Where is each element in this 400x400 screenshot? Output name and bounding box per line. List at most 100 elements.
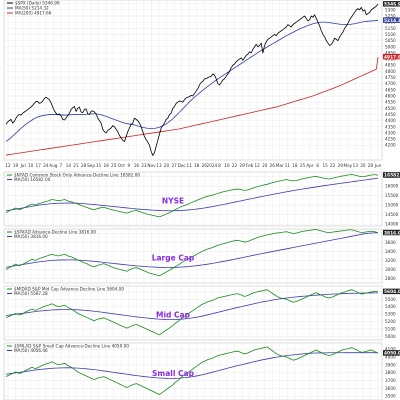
- price-panel-y-tick-label: 4750: [385, 75, 396, 80]
- x-axis-tick-label: 15: [322, 163, 328, 168]
- ma50-last-value-box: [383, 17, 400, 23]
- x-axis-tick-label: 22: [330, 163, 336, 168]
- x-axis-tick-label: 20: [262, 163, 268, 168]
- x-axis-tick-label: 11: [96, 163, 102, 168]
- price-legend-entry: $SPX (Daily) 5346.99: [15, 1, 60, 6]
- ma200-last-value-box: [383, 53, 400, 60]
- ma200-last-value-text: 4917.66: [384, 54, 400, 60]
- large-cap-panel-y-tick-label: 3600: [385, 240, 396, 245]
- price-panel-series-ma-200-: [5, 56, 379, 156]
- nyse-panel-frame: [3, 171, 383, 227]
- large-cap-last-value-text: 3816.00: [384, 230, 400, 236]
- small-cap-panel-y-tick-label: 4100: [385, 347, 396, 352]
- x-axis-tick-label: 9: [127, 163, 130, 168]
- price-panel-y-tick-label: 4850: [385, 63, 396, 68]
- x-axis-tick-label: 22: [232, 163, 238, 168]
- nyse-panel-y-tick-label: 14500: [385, 212, 399, 217]
- x-axis-tick-label: 25: [300, 163, 306, 168]
- x-axis-tick-label: 29: [338, 163, 344, 168]
- price-panel-y-tick-label: 5050: [385, 38, 396, 43]
- x-axis-tick-label: 18: [194, 163, 200, 168]
- price-panel-y-tick-label: 4650: [385, 87, 396, 92]
- x-axis-tick-label: 25: [111, 163, 117, 168]
- large-cap-legend-entry: $SPXAD Advance-Decline Line 3816.00: [14, 229, 96, 234]
- small-cap-panel-y-tick-label: 3900: [385, 362, 396, 367]
- mid-cap-panel-y-tick-label: 5500: [385, 297, 396, 302]
- nyse-legend-entry: $NYAD Common Stock Only Advance-Decline …: [14, 172, 140, 177]
- price-panel-y-tick-label: 4450: [385, 112, 396, 117]
- nyse-panel-y-tick-label: 15500: [385, 193, 399, 198]
- nyse-panel-y-tick-label: 14000: [385, 222, 399, 227]
- nyse-panel-y-tick-label: 15000: [385, 203, 399, 208]
- x-axis-tick-label: 19: [13, 163, 19, 168]
- price-panel-frame: [3, 0, 383, 161]
- x-axis-tick-label: 20: [164, 163, 170, 168]
- x-axis-tick-label: 18: [103, 163, 109, 168]
- price-panel-y-tick-label: 4400: [385, 118, 396, 123]
- small-cap-last-value-box: [383, 350, 400, 356]
- mid-cap-panel-y-tick-label: 5200: [385, 319, 396, 324]
- small-cap-panel-y-tick-label: 3800: [385, 370, 396, 375]
- x-axis-tick-label: 2024: [207, 163, 218, 168]
- small-cap-panel-frame: [3, 342, 383, 400]
- price-legend-entry: MA(200) 4917.66: [15, 11, 52, 16]
- x-axis-tick-label: 21: [73, 163, 79, 168]
- x-axis-tick-label: Aug: [49, 163, 58, 168]
- x-axis-tick-label: 24: [43, 163, 49, 168]
- x-axis-tick-label: 12: [5, 163, 11, 168]
- price-last-value-text: 5346.99: [384, 2, 400, 8]
- x-axis-tick-label: 26: [202, 163, 208, 168]
- small-cap-ad-line: [5, 346, 379, 395]
- large-cap-panel-y-tick-label: 2800: [385, 276, 396, 281]
- price-panel-y-tick-label: 4250: [385, 137, 396, 142]
- price-panel-y-tick-label: 4350: [385, 124, 396, 129]
- large-cap-panel-y-tick-label: 3000: [385, 267, 396, 272]
- nyse-legend-entry: MA(50) 16582.00: [14, 177, 51, 182]
- mid-cap-panel-y-tick-label: 5100: [385, 326, 396, 331]
- mid-cap-panel-title: Mid Cap: [156, 310, 191, 319]
- price-panel-y-tick-label: 4800: [385, 69, 396, 74]
- x-axis-tick-label: 13: [353, 163, 359, 168]
- mid-cap-ma-line: [5, 292, 378, 320]
- small-cap-panel-y-tick-label: 3500: [385, 394, 396, 399]
- price-panel-y-tick-label: 5000: [385, 44, 396, 49]
- price-panel-y-tick-label: 4550: [385, 100, 396, 105]
- large-cap-panel-y-tick-label: 3200: [385, 258, 396, 263]
- nyse-last-value-text: 16582.00: [384, 173, 400, 179]
- x-axis-tick-label: 11: [187, 163, 193, 168]
- price-panel-series--spx: [5, 3, 379, 156]
- mid-cap-last-value-text: 5604.00: [384, 289, 400, 295]
- x-axis-tick-label: 10: [28, 163, 34, 168]
- x-axis-tick-label: Sep: [87, 163, 95, 168]
- x-axis-tick-label: 16: [134, 163, 140, 168]
- x-axis-tick-label: 20: [360, 163, 366, 168]
- mid-cap-legend-entry: MA(50) 5587.28: [14, 291, 48, 296]
- x-axis-tick-label: 27: [171, 163, 177, 168]
- price-panel-y-tick-label: 4300: [385, 130, 396, 135]
- x-axis-tick-label: 28: [81, 163, 87, 168]
- mid-cap-legend-entry: $MIDAD S&P Mid Cap Advance-Decline Line …: [14, 286, 124, 291]
- small-cap-panel-y-tick-label: 4000: [385, 355, 396, 360]
- large-cap-panel-title: Large Cap: [152, 253, 195, 262]
- x-axis-tick-label: 18: [292, 163, 298, 168]
- nyse-panel-y-tick-label: 16000: [385, 184, 399, 189]
- ma50-last-value-text: 5214.32: [384, 18, 400, 24]
- price-panel-y-tick-label: 4500: [385, 106, 396, 111]
- price-last-value-box: [383, 1, 400, 7]
- mid-cap-last-value-box: [383, 288, 400, 295]
- x-axis-tick-label: Apr: [306, 163, 314, 168]
- x-axis-tick-label: 8: [218, 163, 221, 168]
- x-axis-tick-label: Dec: [178, 163, 187, 168]
- x-axis-tick-label: Jun: [374, 163, 382, 168]
- small-cap-panel-y-tick-label: 3600: [385, 386, 396, 391]
- price-panel-y-tick-label: 5150: [385, 26, 396, 31]
- nyse-panel-title: NYSE: [162, 196, 184, 205]
- mid-cap-ad-line: [5, 289, 379, 336]
- nyse-last-value-box: [383, 172, 400, 178]
- x-axis-tick-label: Jul: [20, 163, 26, 168]
- mid-cap-panel-y-tick-label: 5000: [385, 334, 396, 339]
- mid-cap-panel-y-tick-label: 5400: [385, 304, 396, 309]
- large-cap-legend-entry: MA(50) 3816.00: [14, 234, 48, 239]
- x-axis-tick-label: 7: [60, 163, 63, 168]
- x-axis-tick-label: 16: [224, 163, 230, 168]
